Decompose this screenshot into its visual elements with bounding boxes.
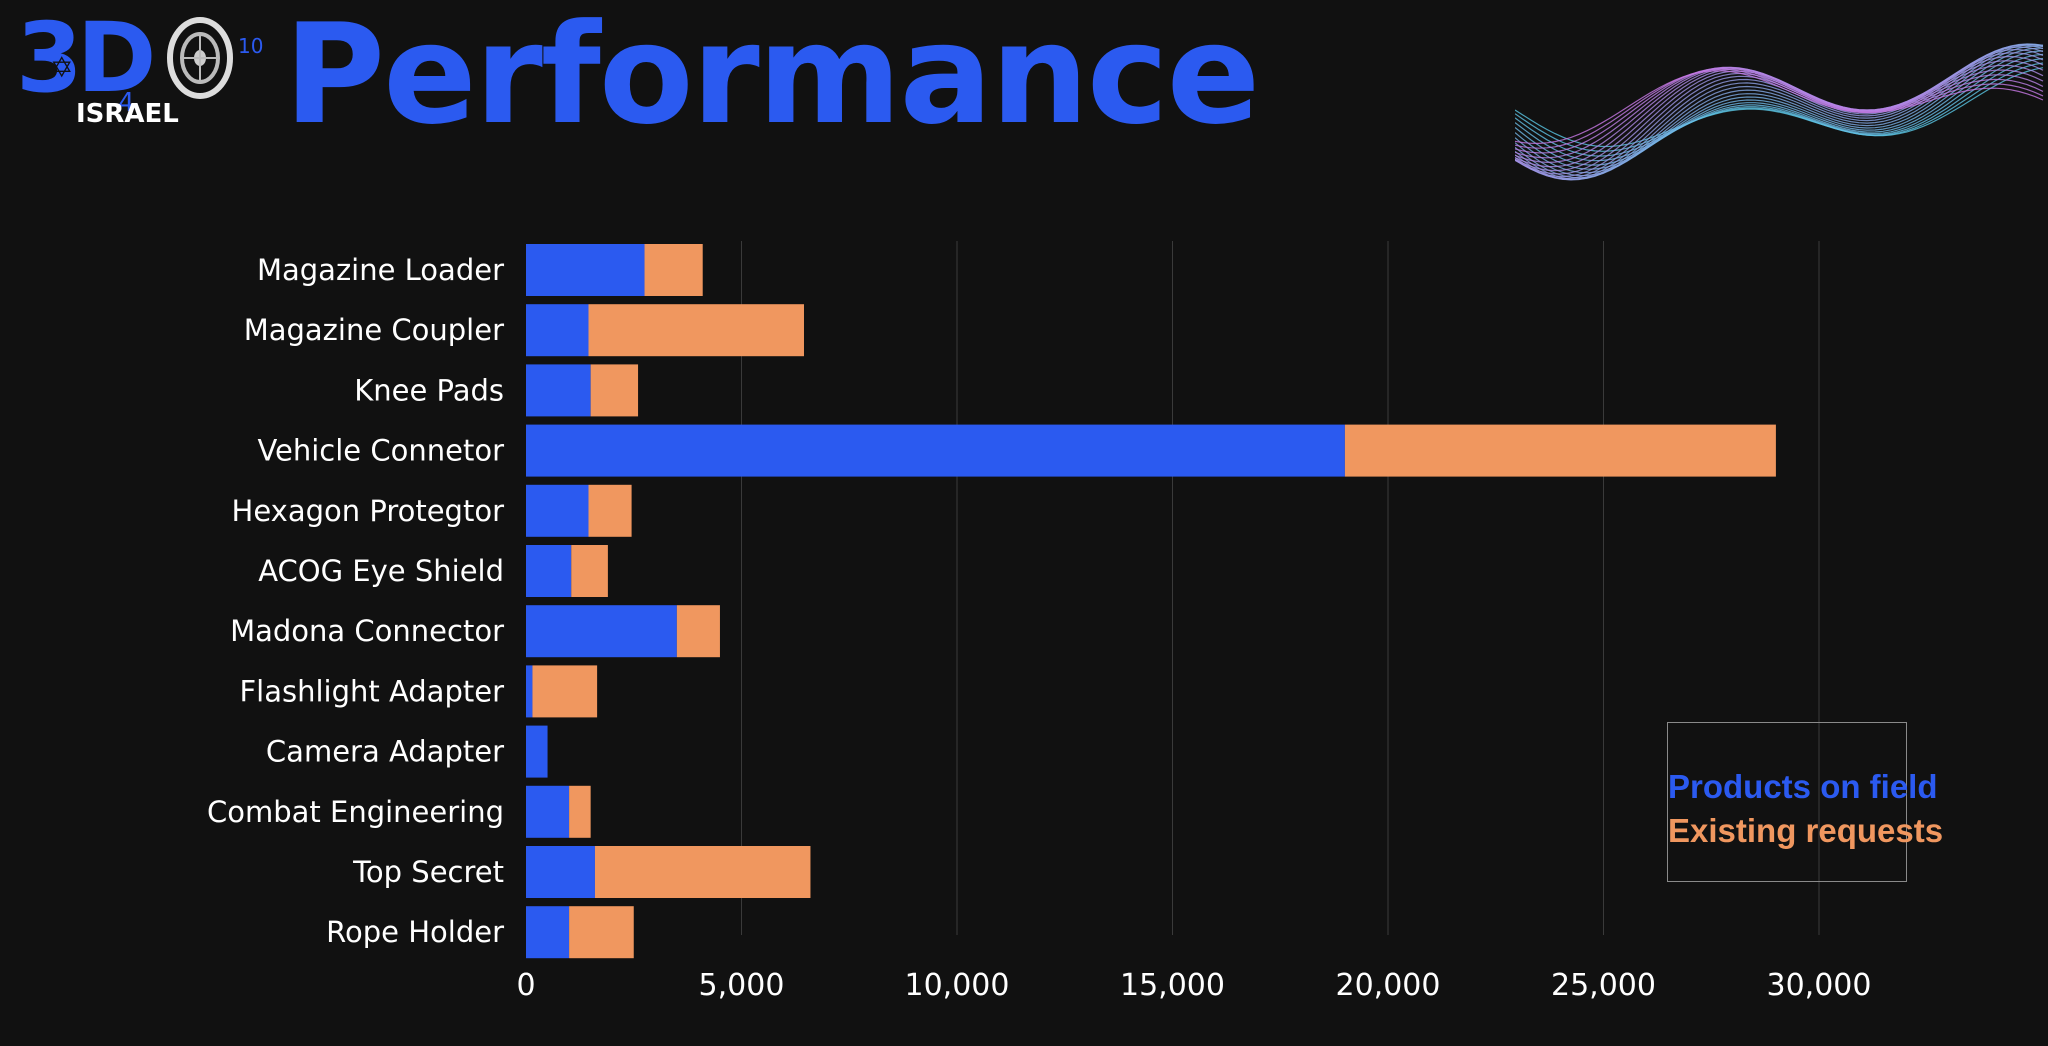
bar-existing-requests [644, 244, 703, 296]
bar-products-on-field [526, 545, 572, 597]
chart-legend: Products on field Existing requests [1667, 722, 1944, 882]
bar-products-on-field [526, 605, 677, 658]
wave-decoration-icon [1515, 43, 2044, 181]
page-title: Performance [284, 0, 1260, 155]
wave-line [1515, 53, 2044, 162]
category-label: Top Secret [352, 855, 504, 889]
logo-main-text: 3D [16, 2, 157, 114]
category-label: Hexagon Protegtor [232, 494, 505, 528]
bar-existing-requests [588, 304, 804, 357]
star-icon: ✡ [50, 51, 74, 84]
logo-subtitle: ISRAEL [76, 99, 179, 129]
bar-products-on-field [526, 906, 570, 959]
category-label: Magazine Loader [257, 253, 504, 287]
category-label: Vehicle Connetor [257, 434, 504, 468]
x-tick-label: 15,000 [1120, 968, 1225, 1003]
bar-existing-requests [590, 364, 639, 417]
bar-existing-requests [676, 605, 720, 658]
bar-existing-requests [588, 484, 632, 537]
bar-existing-requests [594, 846, 811, 898]
category-label: ACOG Eye Shield [258, 554, 504, 588]
bar-products-on-field [526, 424, 1345, 477]
legend-entry: Existing requests [1668, 812, 1944, 849]
wave-line [1515, 43, 2044, 180]
bar-existing-requests [571, 545, 608, 597]
wave-line [1515, 62, 2044, 152]
bar-products-on-field [526, 785, 570, 838]
x-tick-label: 10,000 [905, 968, 1010, 1003]
wave-line [1515, 57, 2044, 157]
category-label: Knee Pads [354, 373, 504, 407]
wave-line [1515, 68, 2044, 149]
wave-line [1515, 67, 2044, 148]
bar-products-on-field [526, 244, 645, 296]
category-label: Flashlight Adapter [239, 674, 504, 708]
wave-line [1515, 66, 2044, 159]
x-tick-label: 0 [516, 968, 535, 1003]
tire-icon [167, 17, 233, 99]
wave-line [1515, 70, 2044, 145]
bar-existing-requests [532, 665, 598, 718]
x-tick-label: 25,000 [1551, 968, 1656, 1003]
x-tick-label: 20,000 [1336, 968, 1441, 1003]
bar-products-on-field [526, 846, 595, 898]
logo-number: 4 [118, 88, 135, 118]
logo-superscript: 10 [238, 34, 264, 58]
wave-line [1515, 50, 2044, 166]
bar-products-on-field [526, 665, 533, 718]
x-tick-label: 5,000 [699, 968, 785, 1003]
legend-entry: Products on field [1668, 768, 1938, 805]
bar-existing-requests [569, 906, 634, 959]
bar-products-on-field [526, 364, 591, 417]
category-label: Camera Adapter [266, 735, 504, 769]
category-label: Magazine Coupler [244, 313, 504, 347]
bar-existing-requests [1344, 424, 1776, 477]
category-label: Combat Engineering [207, 795, 504, 829]
bar-products-on-field [526, 725, 548, 778]
category-label: Madona Connector [230, 614, 504, 648]
bar-products-on-field [526, 304, 589, 357]
x-tick-label: 30,000 [1767, 968, 1872, 1003]
category-label: Rope Holder [326, 915, 504, 949]
bar-existing-requests [569, 785, 591, 838]
bar-products-on-field [526, 484, 589, 537]
brand-logo: 3D ✡ 4 ISRAEL 10 [14, 10, 264, 134]
wave-line [1515, 66, 2044, 164]
wave-line [1515, 67, 2044, 154]
